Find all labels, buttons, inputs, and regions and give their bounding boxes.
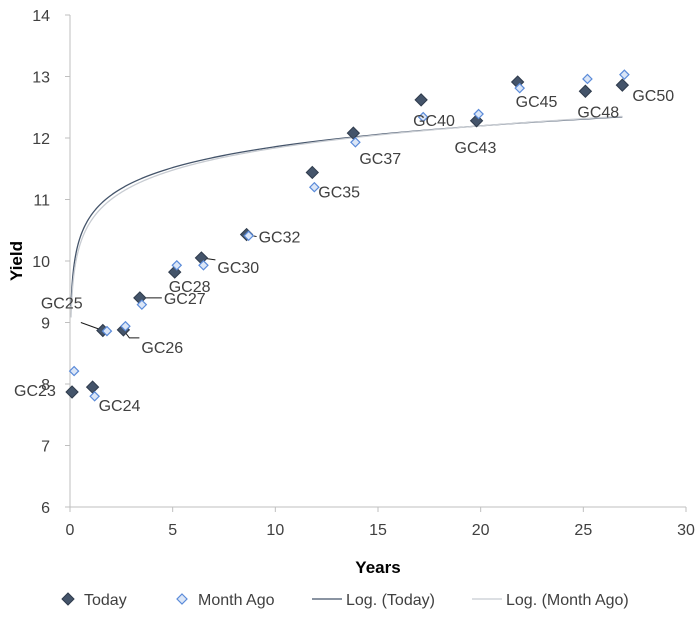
y-tick-label: 10	[32, 254, 50, 271]
legend-label: Today	[84, 592, 127, 609]
point-label-gc45: GC45	[516, 94, 558, 111]
marker-month-ago	[198, 259, 209, 271]
trendline-month-ago	[70, 115, 623, 318]
point-label-gc35: GC35	[318, 184, 360, 201]
marker-month-ago	[582, 73, 593, 85]
point-label-gc26: GC26	[141, 340, 183, 357]
point-label-gc32: GC32	[259, 230, 301, 247]
marker-today	[615, 78, 630, 92]
marker-today	[578, 84, 593, 98]
legend-label: Month Ago	[198, 592, 275, 609]
point-label-gc50: GC50	[632, 88, 674, 105]
marker-today	[85, 380, 100, 394]
plot-area: 0 5 10 15 20 25 30 6 7 8 9 10 11 12 13 14 GC23 GC24 GC25…	[14, 8, 695, 539]
y-tick-label: 6	[41, 500, 50, 517]
x-axis-ticks: 0 5 10 15 20 25 30	[66, 507, 695, 539]
y-tick-label: 12	[32, 131, 50, 148]
x-tick-label: 20	[472, 522, 490, 539]
point-label-gc25: GC25	[41, 295, 83, 312]
legend-symbol	[61, 592, 75, 606]
point-label-gc40: GC40	[413, 113, 455, 130]
legend-item-today: Today	[61, 592, 127, 609]
legend-item-log-month-ago: Log. (Month Ago)	[472, 592, 629, 609]
marker-month-ago	[417, 111, 429, 123]
x-tick-label: 30	[677, 522, 695, 539]
y-tick-label: 7	[41, 439, 50, 456]
marker-month-ago	[514, 82, 526, 94]
legend-item-log-today: Log. (Today)	[312, 592, 435, 609]
trendline-today	[70, 116, 623, 307]
marker-month-ago	[171, 259, 183, 271]
point-label-gc43: GC43	[455, 140, 497, 157]
trendlines	[70, 115, 623, 318]
legend-symbol	[176, 593, 188, 605]
legend-label: Log. (Today)	[346, 592, 435, 609]
marker-month-ago	[243, 230, 254, 242]
x-axis-title: Years	[355, 558, 400, 577]
x-tick-label: 25	[574, 522, 592, 539]
legend: Today Month Ago Log. (Today) Log. (Month Ag…	[61, 592, 629, 609]
marker-month-ago	[68, 365, 80, 377]
marker-month-ago	[136, 299, 148, 311]
marker-month-ago	[89, 390, 100, 402]
legend-item-month-ago: Month Ago	[176, 592, 275, 609]
data-markers	[65, 69, 630, 402]
x-tick-label: 15	[369, 522, 387, 539]
x-tick-label: 5	[168, 522, 177, 539]
marker-month-ago	[473, 108, 484, 120]
y-tick-label: 11	[33, 193, 50, 210]
point-label-gc23: GC23	[14, 383, 56, 400]
y-tick-label: 14	[32, 8, 50, 25]
marker-month-ago	[308, 181, 320, 193]
y-axis-title: Yield	[7, 241, 26, 281]
y-tick-label: 13	[32, 70, 50, 87]
marker-today	[65, 385, 79, 399]
marker-today	[414, 93, 428, 107]
point-label-gc48: GC48	[577, 104, 619, 121]
point-label-gc28: GC28	[169, 279, 211, 296]
point-label-gc24: GC24	[99, 398, 141, 415]
point-label-gc30: GC30	[217, 260, 259, 277]
y-tick-label: 9	[41, 316, 50, 333]
marker-month-ago	[101, 325, 113, 337]
point-label-gc27: GC27	[164, 291, 206, 308]
y-axis-ticks: 6 7 8 9 10 11 12 13 14	[32, 8, 70, 517]
x-tick-label: 0	[66, 522, 75, 539]
marker-month-ago	[619, 69, 630, 81]
marker-month-ago	[350, 136, 361, 148]
legend-label: Log. (Month Ago)	[506, 592, 629, 609]
x-tick-label: 10	[266, 522, 284, 539]
marker-today	[305, 165, 320, 180]
marker-month-ago	[120, 320, 131, 332]
point-label-gc37: GC37	[359, 151, 401, 168]
y-tick-label: 8	[41, 377, 50, 394]
